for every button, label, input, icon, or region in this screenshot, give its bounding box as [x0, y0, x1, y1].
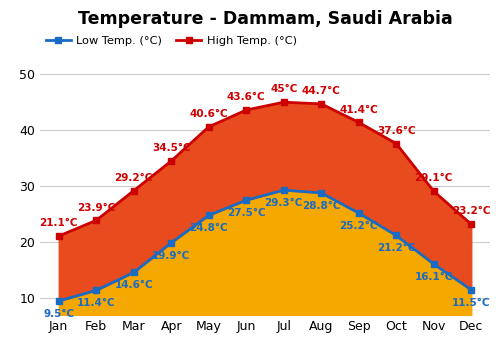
Text: 41.4°C: 41.4°C — [340, 105, 378, 114]
Text: 28.8°C: 28.8°C — [302, 201, 341, 211]
Text: 27.5°C: 27.5°C — [227, 208, 266, 218]
Text: 23.2°C: 23.2°C — [452, 206, 490, 216]
Text: 29.2°C: 29.2°C — [114, 173, 153, 183]
Text: 44.7°C: 44.7°C — [302, 86, 341, 96]
Text: 21.1°C: 21.1°C — [40, 218, 78, 228]
Text: 16.1°C: 16.1°C — [414, 272, 453, 282]
Text: 24.8°C: 24.8°C — [190, 223, 228, 233]
Text: 34.5°C: 34.5°C — [152, 143, 190, 153]
Text: 21.2°C: 21.2°C — [377, 243, 416, 253]
Text: 29.1°C: 29.1°C — [414, 173, 453, 183]
Text: 37.6°C: 37.6°C — [377, 126, 416, 136]
Text: 45°C: 45°C — [270, 84, 297, 94]
Text: 11.5°C: 11.5°C — [452, 298, 490, 308]
Text: 9.5°C: 9.5°C — [43, 309, 74, 319]
Legend: Low Temp. (°C), High Temp. (°C): Low Temp. (°C), High Temp. (°C) — [46, 36, 296, 46]
Title: Temperature - Dammam, Saudi Arabia: Temperature - Dammam, Saudi Arabia — [78, 10, 452, 28]
Text: 43.6°C: 43.6°C — [227, 92, 266, 102]
Text: 11.4°C: 11.4°C — [77, 298, 116, 308]
Text: 25.2°C: 25.2°C — [340, 221, 378, 231]
Text: 19.9°C: 19.9°C — [152, 251, 190, 261]
Text: 40.6°C: 40.6°C — [190, 109, 228, 119]
Text: 29.3°C: 29.3°C — [264, 198, 303, 208]
Text: 14.6°C: 14.6°C — [114, 280, 153, 290]
Text: 23.9°C: 23.9°C — [77, 203, 116, 212]
